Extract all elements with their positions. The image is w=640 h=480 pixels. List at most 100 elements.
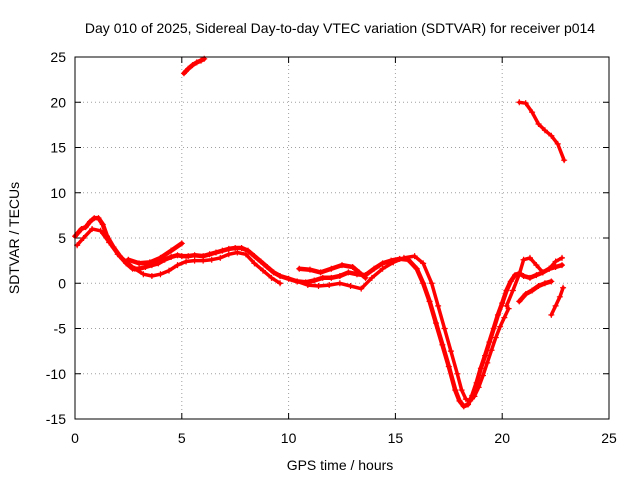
data-point bbox=[200, 257, 207, 264]
y-tick-label: 25 bbox=[50, 49, 66, 65]
y-tick-label: 20 bbox=[50, 94, 66, 110]
data-point bbox=[178, 253, 185, 260]
data-point bbox=[191, 257, 198, 264]
x-tick-label: 5 bbox=[178, 430, 186, 446]
data-point bbox=[411, 253, 418, 260]
data-point bbox=[539, 269, 546, 276]
data-point bbox=[520, 256, 527, 263]
data-point bbox=[315, 282, 322, 289]
data-point bbox=[482, 352, 489, 359]
data-point bbox=[157, 254, 164, 261]
data-point bbox=[168, 247, 175, 254]
data-point bbox=[499, 300, 506, 307]
data-point bbox=[400, 254, 407, 261]
chart-title: Day 010 of 2025, Sidereal Day-to-day VTE… bbox=[85, 20, 595, 36]
data-point bbox=[114, 251, 121, 258]
series-trace bbox=[549, 286, 565, 317]
data-point bbox=[535, 282, 542, 289]
data-point bbox=[362, 274, 369, 281]
data-point bbox=[371, 265, 378, 272]
data-point bbox=[458, 387, 465, 394]
data-point bbox=[294, 278, 301, 285]
x-tick-label: 25 bbox=[601, 430, 617, 446]
data-point bbox=[465, 401, 472, 408]
data-point bbox=[526, 274, 533, 281]
data-point bbox=[497, 323, 504, 330]
data-point bbox=[251, 253, 258, 260]
data-point bbox=[462, 396, 469, 403]
y-axis-label: SDTVAR / TECUs bbox=[6, 182, 22, 294]
data-point bbox=[548, 311, 555, 318]
data-point bbox=[390, 259, 397, 266]
data-point bbox=[259, 267, 266, 274]
data-point bbox=[95, 215, 102, 222]
data-point bbox=[484, 359, 491, 366]
data-point bbox=[413, 265, 420, 272]
data-point bbox=[559, 254, 566, 261]
data-point bbox=[492, 334, 499, 341]
data-point bbox=[75, 229, 82, 236]
data-point bbox=[471, 393, 478, 400]
data-point bbox=[189, 62, 196, 69]
y-tick-label: -15 bbox=[46, 411, 66, 427]
data-point bbox=[185, 65, 192, 72]
data-point bbox=[219, 247, 226, 254]
data-point bbox=[456, 397, 463, 404]
data-point bbox=[454, 370, 461, 377]
data-point bbox=[217, 254, 224, 261]
data-point bbox=[529, 287, 536, 294]
data-point bbox=[339, 262, 345, 269]
y-tick-label: 15 bbox=[50, 140, 66, 156]
data-point bbox=[552, 263, 559, 270]
data-point bbox=[452, 387, 459, 394]
data-point bbox=[554, 140, 561, 147]
data-point bbox=[178, 240, 185, 247]
data-point bbox=[556, 293, 563, 300]
data-point bbox=[208, 256, 215, 263]
data-point bbox=[447, 348, 454, 355]
data-point bbox=[368, 274, 375, 281]
data-point bbox=[420, 260, 427, 267]
data-point bbox=[296, 265, 303, 272]
data-point bbox=[358, 285, 365, 292]
data-point bbox=[336, 273, 343, 280]
data-point bbox=[435, 302, 442, 309]
data-point bbox=[245, 247, 252, 254]
data-point bbox=[509, 287, 516, 294]
data-point bbox=[501, 314, 508, 321]
y-tick-label: 5 bbox=[58, 230, 66, 246]
data-point bbox=[148, 273, 155, 280]
data-point bbox=[328, 274, 335, 281]
data-point bbox=[277, 273, 284, 280]
data-point bbox=[494, 311, 501, 318]
y-tick-label: 10 bbox=[50, 185, 66, 201]
data-point bbox=[183, 258, 190, 265]
data-point bbox=[529, 109, 536, 116]
data-point bbox=[379, 265, 386, 272]
data-point bbox=[326, 282, 333, 289]
data-point bbox=[490, 325, 497, 332]
data-point bbox=[206, 251, 213, 258]
series-trace bbox=[517, 100, 566, 162]
x-tick-label: 0 bbox=[71, 430, 79, 446]
data-point bbox=[445, 363, 452, 370]
data-point bbox=[503, 287, 510, 294]
data-point bbox=[191, 252, 198, 259]
data-point bbox=[546, 265, 553, 272]
data-point bbox=[507, 278, 514, 285]
data-point bbox=[345, 269, 352, 276]
data-point bbox=[428, 280, 435, 287]
data-point bbox=[533, 262, 540, 269]
series-trace bbox=[517, 279, 554, 304]
x-tick-label: 15 bbox=[388, 430, 404, 446]
data-point bbox=[561, 157, 568, 164]
data-series bbox=[72, 55, 568, 410]
data-point bbox=[541, 280, 548, 287]
data-point bbox=[317, 269, 324, 276]
data-point bbox=[97, 227, 104, 234]
data-point bbox=[285, 275, 292, 282]
data-point bbox=[432, 320, 439, 327]
data-point bbox=[185, 253, 192, 260]
data-point bbox=[477, 365, 484, 372]
